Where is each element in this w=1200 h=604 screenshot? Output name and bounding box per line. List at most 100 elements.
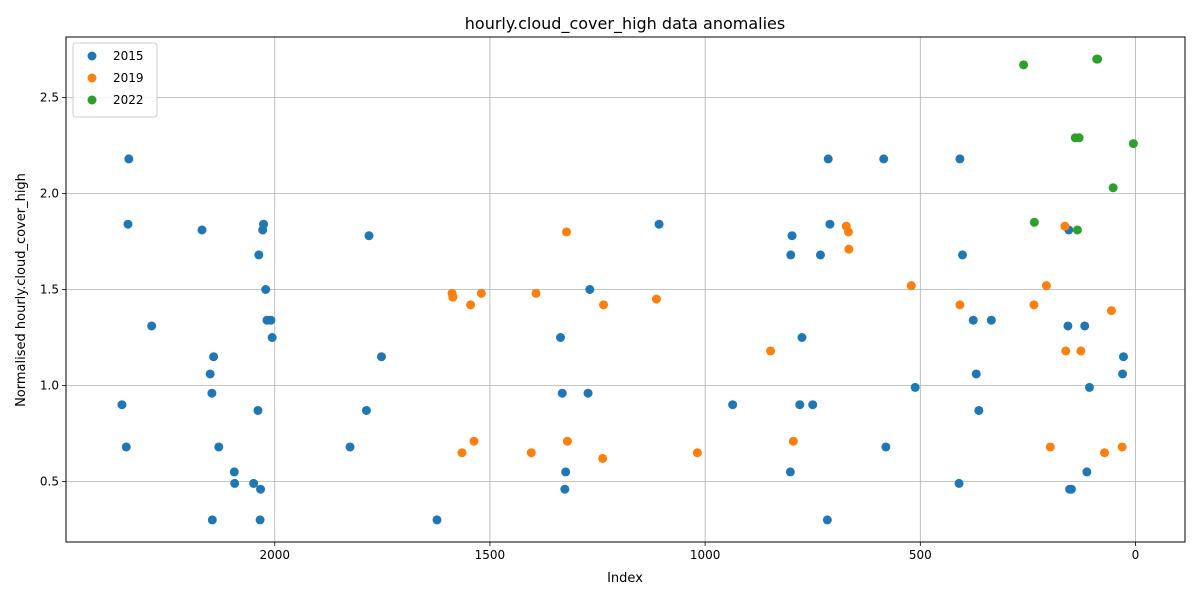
data-point [881, 442, 891, 452]
legend-label: 2022 [113, 93, 144, 107]
data-point [562, 227, 572, 237]
data-point [117, 400, 127, 410]
data-point [843, 227, 853, 237]
data-point [1093, 54, 1103, 64]
data-point [599, 300, 609, 310]
data-point [1029, 300, 1039, 310]
data-point [561, 467, 571, 477]
data-points [117, 54, 1138, 525]
data-point [432, 515, 442, 525]
data-point [986, 315, 996, 325]
data-point [457, 448, 467, 458]
data-point [795, 400, 805, 410]
data-point [1118, 369, 1128, 379]
data-point [476, 288, 486, 298]
x-tick-label: 2000 [259, 548, 290, 562]
data-point [766, 346, 776, 356]
data-point [787, 231, 797, 241]
x-tick-label: 0 [1132, 548, 1140, 562]
chart-title: hourly.cloud_cover_high data anomalies [465, 14, 785, 34]
data-point [906, 281, 916, 291]
data-point [124, 154, 134, 164]
data-point [1076, 346, 1086, 356]
data-point [957, 250, 967, 260]
data-point [207, 515, 217, 525]
data-point [825, 219, 835, 229]
data-point [207, 388, 217, 398]
legend-label: 2015 [113, 49, 144, 63]
series-2019 [447, 221, 1127, 463]
x-axis-ticks: 2000 1500 1000 500 0 [259, 542, 1139, 562]
data-point [256, 484, 266, 494]
data-point [1118, 352, 1128, 362]
data-point [822, 515, 832, 525]
data-point [786, 250, 796, 260]
data-point [651, 294, 661, 304]
data-point [361, 405, 371, 415]
data-point [254, 250, 264, 260]
data-point [910, 382, 920, 392]
data-point [583, 388, 593, 398]
data-point [259, 219, 269, 229]
data-point [585, 285, 595, 294]
legend-marker [87, 73, 97, 83]
data-point [197, 225, 207, 235]
data-point [121, 442, 131, 452]
data-point [209, 352, 219, 362]
data-point [448, 292, 458, 302]
data-point [469, 436, 479, 446]
data-point [1117, 442, 1127, 452]
y-tick-label: 2.5 [40, 90, 59, 104]
data-point [1084, 382, 1094, 392]
data-point [788, 436, 798, 446]
data-point [1074, 133, 1084, 143]
data-point [364, 231, 374, 241]
data-point [823, 154, 833, 164]
data-point [598, 453, 608, 463]
data-point [526, 448, 536, 458]
data-point [1029, 217, 1039, 227]
data-point [808, 400, 818, 410]
data-point [466, 300, 476, 310]
data-point [1080, 321, 1090, 331]
data-point [1060, 221, 1070, 231]
legend: 2015 2019 2022 [72, 42, 158, 118]
data-point [261, 285, 271, 294]
series-2022 [1019, 54, 1138, 235]
series-2015 [117, 154, 1128, 525]
y-axis-ticks: 0.5 1.0 1.5 2.0 2.5 [40, 90, 66, 489]
data-point [557, 388, 567, 398]
data-point [1019, 60, 1029, 70]
data-point [255, 515, 265, 525]
x-tick-label: 1500 [475, 548, 506, 562]
data-point [229, 467, 239, 477]
data-point [844, 244, 854, 254]
data-point [562, 436, 572, 446]
legend-marker [87, 51, 97, 61]
data-point [205, 369, 215, 379]
data-point [1100, 448, 1110, 458]
legend-label: 2019 [113, 71, 144, 85]
data-point [1128, 139, 1138, 149]
data-point [654, 219, 664, 229]
data-point [266, 315, 276, 325]
data-point [214, 442, 224, 452]
data-point [879, 154, 889, 164]
legend-marker [87, 95, 97, 105]
data-point [1066, 484, 1076, 494]
data-point [253, 405, 263, 415]
data-point [728, 400, 738, 410]
data-point [560, 484, 570, 494]
data-point [1045, 442, 1055, 452]
data-point [123, 219, 133, 229]
y-axis-label: Normalised hourly.cloud_cover_high [14, 173, 29, 407]
data-point [230, 478, 240, 488]
data-point [955, 300, 965, 310]
data-point [1106, 306, 1116, 316]
y-tick-label: 1.0 [40, 379, 59, 393]
data-point [815, 250, 825, 260]
x-tick-label: 500 [909, 548, 932, 562]
data-point [1072, 225, 1082, 235]
y-tick-label: 1.5 [40, 283, 59, 297]
